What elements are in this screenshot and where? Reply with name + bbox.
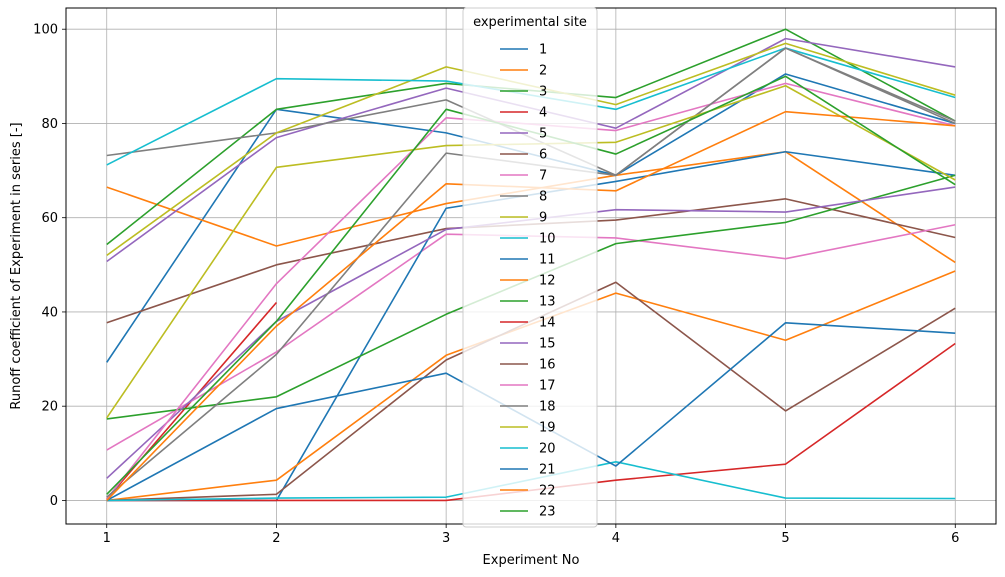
y-tick-label: 60 bbox=[41, 211, 58, 226]
legend-label: 20 bbox=[539, 442, 556, 457]
legend-label: 16 bbox=[539, 358, 556, 373]
legend-label: 23 bbox=[539, 505, 556, 520]
x-tick-label: 2 bbox=[272, 531, 280, 546]
x-tick-label: 5 bbox=[781, 531, 789, 546]
legend-label: 12 bbox=[539, 274, 556, 289]
x-tick-label: 1 bbox=[103, 531, 111, 546]
y-tick-label: 100 bbox=[33, 23, 58, 38]
legend-label: 9 bbox=[539, 211, 547, 226]
y-tick-label: 80 bbox=[41, 117, 58, 132]
legend-label: 18 bbox=[539, 400, 556, 415]
legend-label: 7 bbox=[539, 169, 547, 184]
legend-title: experimental site bbox=[473, 15, 587, 30]
y-tick-label: 20 bbox=[41, 400, 58, 415]
x-tick-label: 3 bbox=[442, 531, 450, 546]
legend-label: 13 bbox=[539, 295, 556, 310]
legend-label: 10 bbox=[539, 232, 556, 247]
legend-label: 11 bbox=[539, 253, 556, 268]
x-tick-label: 4 bbox=[612, 531, 620, 546]
legend-box bbox=[462, 7, 598, 528]
legend-label: 22 bbox=[539, 484, 556, 499]
legend-label: 19 bbox=[539, 421, 556, 436]
y-tick-label: 0 bbox=[50, 494, 58, 509]
legend-label: 21 bbox=[539, 463, 556, 478]
legend: experimental site 1234567891011121314151… bbox=[462, 7, 598, 528]
legend-label: 17 bbox=[539, 379, 556, 394]
x-tick-label: 6 bbox=[951, 531, 959, 546]
legend-label: 14 bbox=[539, 316, 556, 331]
y-axis-label: Runoff coefficient of Experiment in seri… bbox=[9, 122, 24, 409]
legend-label: 15 bbox=[539, 337, 556, 352]
legend-label: 2 bbox=[539, 64, 547, 79]
y-tick-label: 40 bbox=[41, 305, 58, 320]
legend-label: 6 bbox=[539, 148, 547, 163]
legend-label: 8 bbox=[539, 190, 547, 205]
legend-label: 4 bbox=[539, 106, 547, 121]
legend-label: 3 bbox=[539, 85, 547, 100]
legend-label: 1 bbox=[539, 43, 547, 58]
x-axis-label: Experiment No bbox=[483, 553, 580, 568]
legend-label: 5 bbox=[539, 127, 547, 142]
